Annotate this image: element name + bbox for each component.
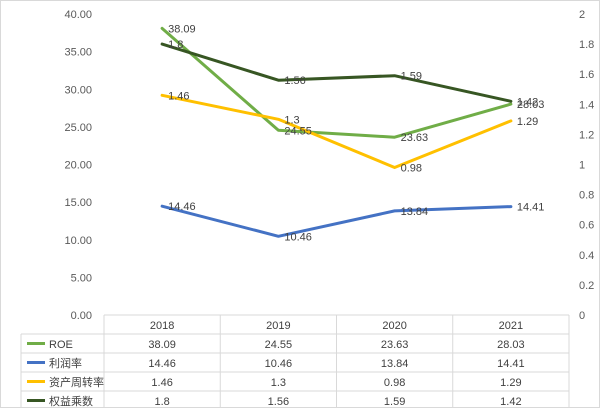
y-left-tick-label: 15.00 (64, 197, 92, 209)
data-label: 1.3 (284, 114, 299, 126)
y-left-tick-label: 35.00 (64, 47, 92, 59)
series-line (160, 93, 513, 169)
data-label: 1.59 (401, 71, 422, 83)
table-cell: 1.59 (384, 396, 405, 407)
y-right-tick-label: 0.8 (579, 190, 594, 202)
legend-label: ROE (49, 339, 73, 351)
table-cell: 1.29 (500, 377, 521, 389)
y-right-tick-label: 1.4 (579, 99, 594, 111)
table-cell: 23.63 (381, 339, 409, 351)
data-label: 1.8 (168, 39, 183, 51)
y-right-tick-label: 1.8 (579, 39, 594, 51)
table-cell: 38.09 (148, 339, 176, 351)
table-cell: 14.46 (148, 358, 176, 370)
y-right-tick-label: 2 (579, 9, 585, 21)
y-left-tick-label: 0.00 (71, 310, 92, 322)
data-label: 1.56 (284, 75, 305, 87)
data-label: 1.29 (517, 116, 538, 128)
table-cell: 1.3 (271, 377, 286, 389)
table-cell: 14.41 (497, 358, 525, 370)
data-label: 14.46 (168, 201, 196, 213)
y-left-tick-label: 25.00 (64, 122, 92, 134)
y-right-tick-label: 1.6 (579, 69, 594, 81)
table-cell: 1.46 (151, 377, 172, 389)
table-cell: 13.84 (381, 358, 409, 370)
y-left-tick-label: 10.00 (64, 235, 92, 247)
data-label: 0.98 (401, 163, 422, 175)
category-label: 2020 (382, 320, 406, 332)
table-cell: 24.55 (265, 339, 293, 351)
table-cell: 0.98 (384, 377, 405, 389)
data-label: 38.09 (168, 23, 196, 35)
y-right-tick-label: 1.2 (579, 129, 594, 141)
data-label: 28.03 (517, 99, 545, 111)
data-label: 10.46 (284, 231, 312, 243)
data-label: 1.46 (168, 90, 189, 102)
y-right-tick-label: 0 (579, 310, 585, 322)
category-label: 2021 (499, 320, 523, 332)
y-right-tick-label: 0.6 (579, 220, 594, 232)
y-right-tick-label: 0.4 (579, 250, 594, 262)
data-label: 23.63 (401, 132, 429, 144)
category-label: 2018 (150, 320, 174, 332)
legend-label: 利润率 (49, 356, 82, 370)
axes: 0.00 5.00 10.00 15.00 20.00 25.00 30.00 35.00 40… (64, 9, 594, 322)
y-left-tick-label: 30.00 (64, 84, 92, 96)
data-label: 1.42 (517, 96, 538, 108)
table-cell: 1.56 (268, 396, 289, 407)
table-cell: 1.42 (500, 396, 521, 407)
table-cell: 10.46 (265, 358, 293, 370)
y-left-tick-label: 5.00 (71, 272, 92, 284)
data-label: 14.41 (517, 202, 545, 214)
data-labels: 38.09 24.55 23.63 28.03 14.46 10.46 13.84 14.41… (168, 23, 544, 243)
series-lines (160, 26, 513, 238)
legend-label: 权益乘数 (49, 394, 93, 407)
y-right-tick-label: 0.2 (579, 280, 594, 292)
data-label: 13.84 (401, 206, 429, 218)
series-line (160, 204, 513, 238)
legend-label: 资产周转率 (49, 375, 104, 389)
category-label: 2019 (266, 320, 290, 332)
y-left-tick-label: 20.00 (64, 160, 92, 172)
series-line (160, 42, 513, 103)
table-cell: 28.03 (497, 339, 525, 351)
series-line (160, 26, 513, 139)
data-label: 24.55 (284, 125, 312, 137)
y-left-tick-label: 40.00 (64, 9, 92, 21)
table-cell: 1.8 (154, 396, 169, 407)
data-table: 2018 2019 2020 2021 ROE 38.09 24.55 23.63 28.03 利… (20, 314, 570, 407)
y-right-tick-label: 1 (579, 160, 585, 172)
